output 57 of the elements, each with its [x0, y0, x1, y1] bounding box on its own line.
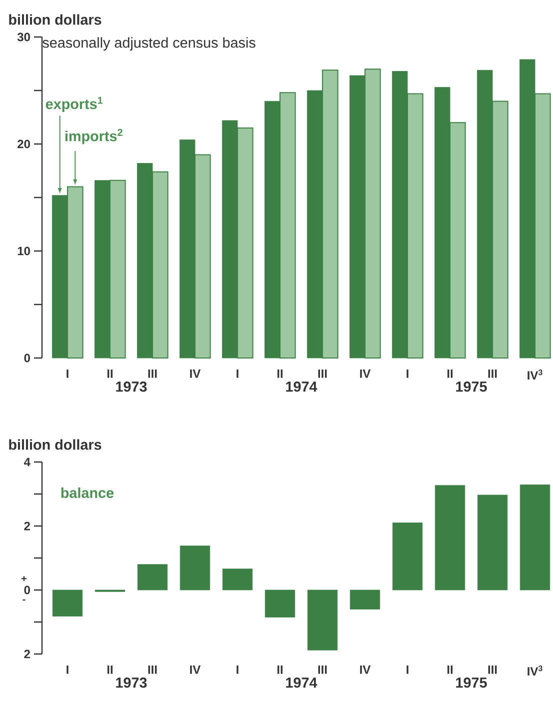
bar — [350, 590, 380, 610]
y-tick-label: 2 — [24, 650, 30, 658]
text: imports$^{2}$ — [65, 128, 122, 144]
text: 1973 — [116, 382, 147, 392]
y-tick-label: 20 — [18, 140, 30, 148]
text: 1975 — [456, 678, 487, 688]
bar — [392, 522, 423, 590]
y-tick-label: 0 — [24, 586, 30, 594]
y-axis-title: billion dollars — [9, 14, 102, 25]
x-tick-label: II — [447, 666, 453, 674]
y-tick-label: 10 — [18, 246, 30, 256]
x-tick-label: IV — [190, 666, 201, 674]
bar — [137, 564, 168, 590]
bar — [307, 590, 338, 650]
bar — [434, 485, 466, 590]
y-tick-label: 2 — [24, 522, 30, 530]
x-tick-label: IV — [190, 370, 201, 378]
y-tick-label: 0 — [24, 354, 30, 362]
x-tick-label: III — [488, 666, 497, 674]
x-tick-label: II — [277, 370, 283, 378]
x-tick-label: III — [148, 370, 157, 378]
x-tick-label: I — [66, 370, 68, 378]
text: 1974 — [286, 678, 318, 688]
x-tick-label: IV — [360, 370, 371, 378]
x-tick-label: I — [406, 666, 408, 674]
bar — [222, 568, 253, 590]
y-tick-label: 4 — [24, 458, 30, 466]
x-tick-label: III — [148, 666, 157, 674]
x-tick-label: III — [488, 370, 497, 378]
bar — [180, 546, 210, 590]
x-tick-label: III — [318, 666, 327, 674]
x-tick-label: II — [107, 370, 113, 378]
x-tick-label: IV — [360, 666, 371, 674]
x-tick-label: IV$^{3}$ — [528, 370, 542, 380]
text: 1975 — [456, 382, 487, 392]
x-tick-label: I — [66, 666, 68, 674]
x-tick-label: I — [236, 666, 238, 674]
x-tick-label: II — [107, 666, 113, 674]
x-tick-label: I — [406, 370, 408, 378]
y-axis-title: billion dollars — [9, 439, 102, 450]
bar — [520, 484, 550, 590]
text: 1973 — [116, 678, 147, 688]
bar — [52, 590, 83, 616]
x-tick-label: II — [447, 370, 453, 378]
text: exports$^{1}$ — [46, 96, 103, 112]
text: balance — [61, 487, 114, 498]
chart-subtitle: seasonally adjusted census basis — [42, 37, 256, 51]
x-tick-label: II — [277, 666, 283, 674]
text: + — [22, 576, 27, 582]
y-tick-label: 30 — [17, 32, 30, 42]
text: 1974 — [286, 382, 318, 392]
text: - — [22, 599, 26, 601]
x-tick-label: I — [236, 370, 238, 378]
x-tick-label: III — [318, 370, 327, 378]
bar — [264, 590, 296, 618]
bar — [477, 494, 508, 590]
x-tick-label: IV$^{3}$ — [528, 666, 542, 676]
